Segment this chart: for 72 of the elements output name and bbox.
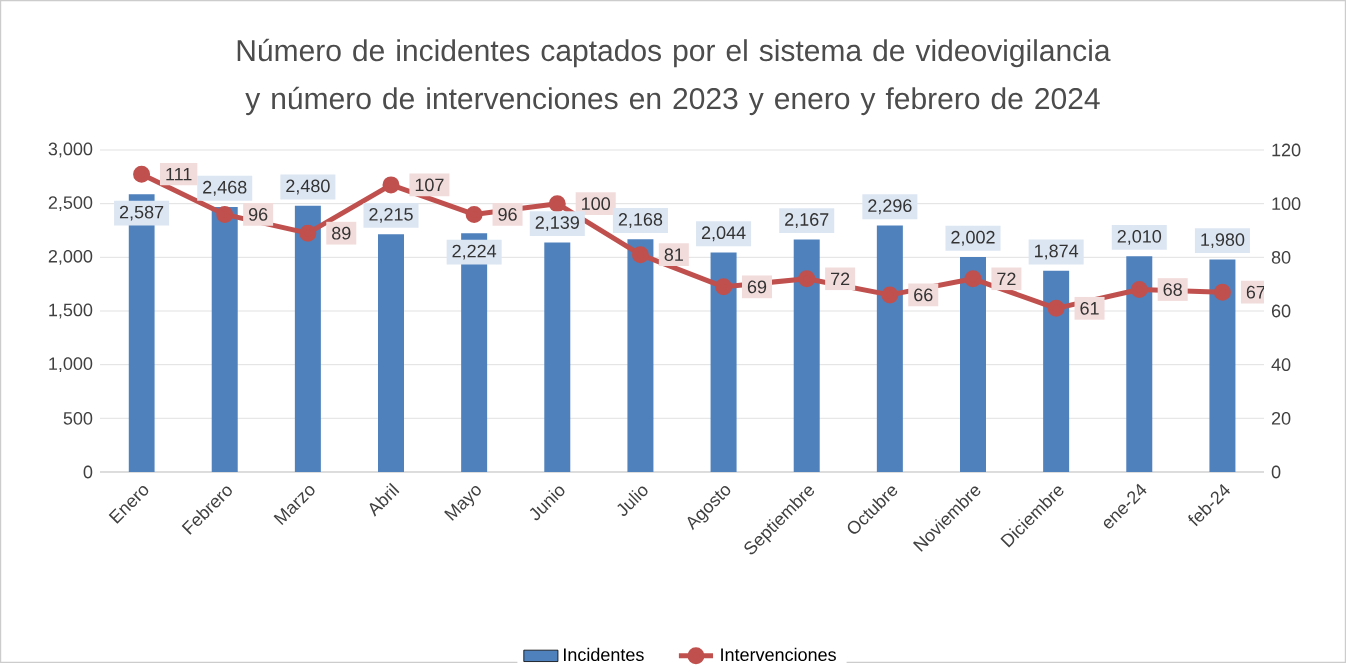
legend-label: Incidentes	[564, 647, 644, 662]
data-label: 2,587	[119, 205, 164, 221]
data-label: 72	[831, 272, 850, 286]
point	[798, 270, 816, 288]
data-label: 69	[747, 280, 767, 294]
bar	[710, 252, 737, 473]
data-label: 2,139	[535, 216, 579, 232]
data-label: 96	[498, 208, 517, 221]
y2-tick-label: 0	[1271, 465, 1281, 479]
y2-tick-label: 100	[1272, 197, 1301, 211]
point	[715, 278, 733, 296]
bar	[627, 239, 654, 473]
data-label: 96	[248, 208, 268, 221]
bar	[876, 225, 903, 473]
y-tick-label: 1,000	[49, 357, 93, 373]
point	[216, 205, 234, 223]
bar	[793, 239, 820, 473]
point	[1047, 299, 1065, 317]
y-tick-label: 500	[63, 412, 93, 425]
data-label: 2,468	[203, 180, 247, 196]
data-label: 66	[914, 288, 933, 302]
data-label: 89	[332, 226, 351, 240]
data-label: 111	[166, 168, 192, 181]
data-label: 2,167	[785, 213, 829, 229]
y-tick-label: 2,000	[48, 249, 93, 265]
y2-tick-label: 40	[1271, 358, 1291, 372]
x-tick-label: Julio	[617, 486, 648, 516]
y-tick-label: 1,500	[49, 303, 93, 319]
point	[631, 246, 649, 264]
data-label: 2,002	[951, 230, 995, 246]
point	[133, 165, 151, 183]
y2-tick-label: 80	[1271, 251, 1291, 264]
data-label: 68	[1163, 283, 1182, 296]
bar	[378, 234, 404, 473]
y-tick-label: 0	[83, 465, 93, 479]
y-tick-label: 2,500	[48, 196, 93, 212]
point	[1213, 283, 1231, 301]
bar	[1126, 256, 1153, 473]
data-label: 2,044	[701, 226, 746, 242]
point	[465, 205, 483, 223]
data-label: 2,168	[618, 213, 663, 228]
bar	[960, 257, 986, 473]
y2-tick-label: 20	[1271, 412, 1291, 425]
data-label: 61	[1080, 301, 1099, 315]
y2-tick-label: 120	[1272, 143, 1301, 157]
point	[881, 286, 899, 304]
bar	[544, 242, 571, 473]
data-label: 107	[415, 178, 444, 192]
data-label: 2,480	[286, 179, 330, 195]
bar	[294, 205, 321, 473]
point	[382, 176, 400, 194]
chart-title: Número de incidentes captados por el sistema de videovigilancia y número de intervenciones en 2023 y enero y febrero de 2024	[237, 38, 1111, 116]
bar	[1043, 270, 1070, 473]
point	[299, 224, 317, 242]
bar	[1209, 259, 1236, 473]
data-label: 2,010	[1117, 230, 1162, 245]
data-label: 2,296	[868, 199, 912, 215]
data-label: 1,874	[1035, 244, 1079, 260]
y2-tick-label: 60	[1271, 304, 1291, 318]
legend-label: Intervenciones	[721, 647, 836, 662]
point	[964, 270, 982, 288]
point	[548, 195, 566, 213]
point	[1130, 281, 1148, 299]
data-label: 67	[1246, 285, 1265, 299]
data-label: 72	[997, 272, 1016, 286]
data-label: 1,980	[1201, 233, 1245, 249]
y-tick-label: 3,000	[48, 142, 93, 158]
data-label: 2,215	[369, 208, 413, 223]
data-label: 81	[664, 248, 683, 262]
data-label: 2,224	[452, 244, 497, 260]
data-label: 100	[582, 197, 611, 211]
bar	[211, 207, 238, 473]
